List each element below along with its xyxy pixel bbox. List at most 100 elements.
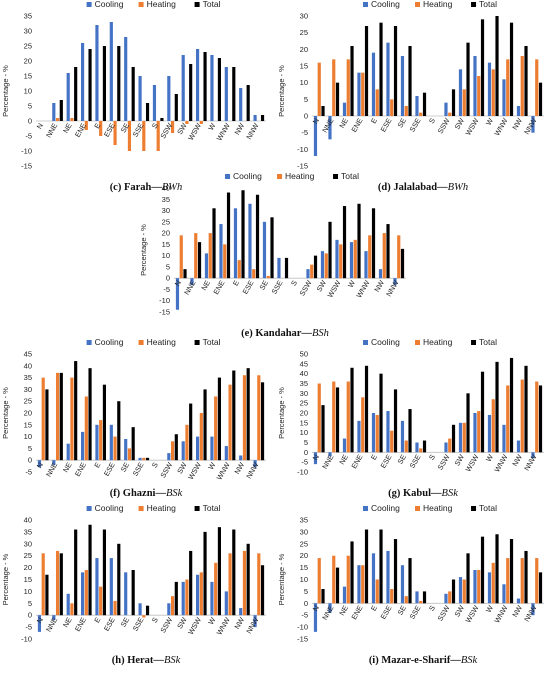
panel-caption-label: (c) Farah— — [110, 182, 163, 193]
bar-heating-ese — [390, 430, 394, 453]
bar-heating-sw — [324, 253, 328, 279]
bar-heating-nne — [332, 555, 336, 604]
y-tick-label: 35 — [24, 527, 32, 536]
y-tick-label: 35 — [24, 373, 32, 382]
bar-cooling-ene — [219, 224, 223, 279]
x-tick-label: SSE — [407, 116, 422, 133]
y-tick-label: 15 — [24, 575, 32, 584]
bar-cooling-e — [371, 52, 376, 116]
bar-heating-s — [156, 121, 160, 151]
bar-heating-ne — [208, 233, 212, 279]
x-tick-label: SSE — [269, 279, 284, 296]
y-tick-label: -10 — [21, 147, 32, 156]
bar-heating-ene — [361, 72, 365, 116]
legend-label-cooling: Cooling — [233, 171, 262, 181]
x-tick-label: WNW — [492, 116, 509, 137]
bar-cooling-w — [487, 62, 492, 116]
bar-total-ssw — [174, 94, 178, 121]
y-tick-label: 35 — [162, 195, 170, 204]
bar-heating-nne — [332, 381, 336, 453]
bar-cooling-wnw — [502, 79, 506, 116]
bar-heating-w — [353, 239, 357, 279]
bar-cooling-nnw — [531, 116, 535, 133]
bar-cooling-w — [487, 414, 492, 453]
bar-cooling-ssw — [444, 593, 448, 604]
y-tick-label: 0 — [304, 448, 308, 457]
x-tick-label: NE — [337, 116, 350, 129]
x-tick-label: S — [150, 461, 160, 470]
bar-heating-se — [266, 275, 270, 279]
bar-heating-e — [99, 586, 103, 616]
x-tick-label: W — [484, 604, 495, 615]
bar-heating-nnw — [397, 235, 401, 279]
x-tick-label: SW — [314, 278, 328, 293]
bar-heating-ssw — [448, 112, 452, 116]
bar-cooling-w — [210, 55, 214, 121]
panel-caption: (g) Kabul—BSk — [388, 488, 458, 499]
bar-total-nw — [524, 550, 528, 604]
bar-total-nne — [335, 567, 340, 604]
y-tick-label: 15 — [300, 62, 308, 71]
legend-label-heating: Heating — [147, 503, 177, 513]
bar-cooling-w — [349, 242, 354, 279]
bar-total-e — [241, 190, 245, 279]
bar-total-wsw — [203, 52, 207, 121]
y-tick-label: 20 — [24, 563, 32, 572]
bar-total-sw — [466, 553, 470, 604]
bar-heating-sse — [419, 600, 423, 604]
bar-cooling-w — [210, 436, 214, 461]
x-tick-label: SW — [452, 453, 466, 468]
bar-heating-ene — [84, 396, 88, 461]
x-tick-label: NW — [510, 453, 524, 468]
y-tick-label: -10 — [21, 635, 32, 644]
bar-heating-nnw — [257, 375, 261, 461]
bar-total-s — [160, 118, 164, 121]
bar-cooling-ese — [109, 22, 113, 121]
x-tick-label: SSW — [158, 616, 174, 635]
bar-total-ssw — [174, 581, 178, 616]
bar-cooling-n — [313, 603, 318, 632]
x-tick-label: NNW — [522, 116, 538, 136]
y-tick-label: 25 — [300, 539, 308, 548]
y-tick-label: -10 — [297, 468, 308, 477]
legend: Cooling Heating Total — [86, 503, 221, 513]
bar-heating-wnw — [506, 59, 510, 116]
y-tick-label: -10 — [159, 296, 170, 305]
legend-label-heating: Heating — [423, 337, 453, 347]
bar-heating-e — [375, 414, 379, 453]
bar-cooling-nw — [239, 608, 243, 616]
y-tick-label: 10 — [300, 428, 308, 437]
legend-swatch-cooling — [86, 2, 92, 7]
x-tick-label: S — [427, 116, 437, 125]
bar-total-wnw — [509, 22, 514, 117]
y-tick-label: 50 — [300, 350, 308, 359]
y-tick-label: 30 — [24, 27, 32, 36]
bar-total-ssw — [451, 579, 456, 604]
x-tick-label: ENE — [211, 279, 226, 296]
legend-swatch-total — [471, 506, 477, 511]
bar-cooling-nnw — [393, 278, 397, 285]
x-tick-label: NE — [337, 453, 350, 466]
bar-heating-ssw — [170, 121, 175, 133]
bar-total-nw — [246, 368, 250, 461]
x-tick-label: S — [427, 453, 437, 462]
legend-swatch-cooling — [363, 340, 369, 345]
y-tick-label: 10 — [24, 432, 32, 441]
bar-heating-n — [317, 558, 321, 604]
bar-total-wsw — [203, 531, 207, 616]
y-tick-label: 5 — [166, 262, 170, 271]
x-tick-label: SSW — [436, 453, 452, 472]
y-tick-label: 25 — [24, 551, 32, 560]
x-tick-label: NNW — [244, 461, 260, 481]
x-tick-label: NNW — [522, 604, 538, 624]
bar-total-w — [495, 361, 499, 453]
x-tick-label: N — [311, 604, 321, 613]
legend-label-cooling: Cooling — [371, 337, 400, 347]
bar-cooling-nne — [328, 603, 332, 613]
bar-total-e — [102, 384, 107, 461]
bar-heating-nw — [520, 56, 524, 116]
y-tick-label: 45 — [24, 350, 32, 359]
x-tick-label: NNE — [182, 279, 197, 297]
bar-cooling-wnw — [224, 446, 228, 461]
bar-cooling-sse — [138, 457, 142, 461]
